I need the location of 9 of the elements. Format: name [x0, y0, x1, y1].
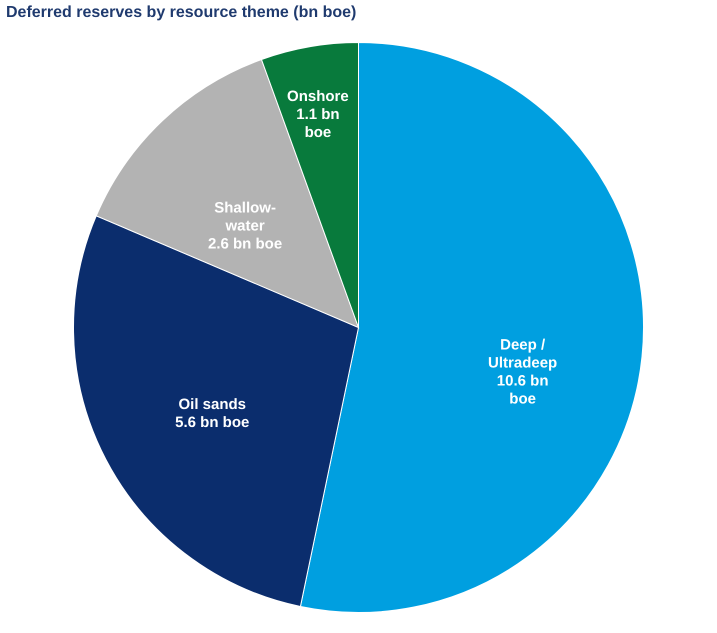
slice-label: Onshore	[287, 88, 349, 106]
slice-label: Shallow-water	[214, 200, 276, 235]
slice-label: Deep / Ultradeep	[488, 336, 558, 372]
chart-title: Deferred reserves by resource theme (bn boe)	[6, 4, 356, 21]
data-label: 1.1 bn boe	[296, 106, 340, 142]
data-label: 2.6 bn boe	[208, 236, 282, 253]
data-label: 5.6 bn boe	[175, 414, 250, 431]
slice-label: Oil sands	[178, 396, 246, 413]
data-label: 10.6 bn boe	[496, 372, 548, 408]
